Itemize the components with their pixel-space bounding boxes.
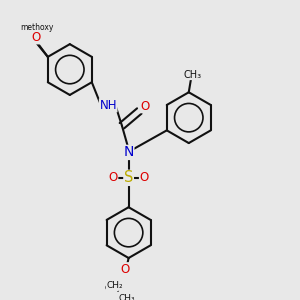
Text: CH₂: CH₂: [106, 281, 123, 290]
Text: O: O: [109, 171, 118, 184]
Text: CH₃: CH₃: [184, 70, 202, 80]
Text: ethyl: ethyl: [105, 283, 124, 292]
Text: CH₃: CH₃: [118, 294, 135, 300]
Text: O: O: [121, 263, 130, 276]
Text: methoxy: methoxy: [20, 23, 54, 32]
Text: O: O: [140, 171, 149, 184]
Text: NH: NH: [100, 99, 117, 112]
Text: S: S: [124, 170, 133, 185]
Text: O: O: [31, 31, 40, 44]
Text: O: O: [140, 100, 149, 113]
Text: N: N: [123, 146, 134, 159]
Text: O: O: [31, 30, 40, 43]
